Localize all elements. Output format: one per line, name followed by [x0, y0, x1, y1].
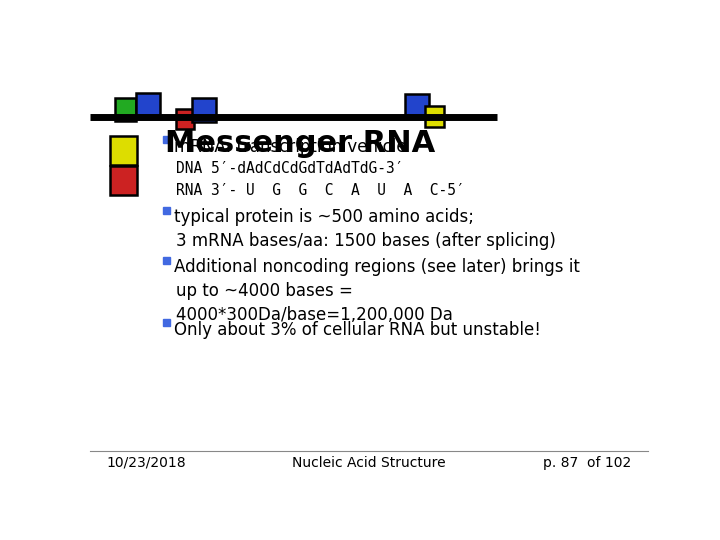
Bar [109, 136, 138, 165]
Text: Messenger RNA: Messenger RNA [166, 129, 436, 158]
Text: RNA 3′- U  G  G  C  A  U  A  C-5′: RNA 3′- U G G C A U A C-5′ [176, 183, 465, 198]
Text: p. 87  of 102: p. 87 of 102 [543, 456, 631, 470]
Text: 4000*300Da/base=1,200,000 Da: 4000*300Da/base=1,200,000 Da [176, 306, 454, 323]
Bar [109, 166, 138, 194]
Text: typical protein is ~500 amino acids;: typical protein is ~500 amino acids; [174, 208, 474, 226]
Text: Only about 3% of cellular RNA but unstable!: Only about 3% of cellular RNA but unstab… [174, 321, 541, 339]
Bar [163, 319, 170, 326]
Bar [176, 109, 194, 129]
Text: mRNA: transcription vehicle: mRNA: transcription vehicle [174, 138, 406, 156]
Text: 10/23/2018: 10/23/2018 [107, 456, 186, 470]
Bar [163, 207, 170, 214]
Text: Nucleic Acid Structure: Nucleic Acid Structure [292, 456, 446, 470]
Bar [163, 256, 170, 264]
Text: Additional noncoding regions (see later) brings it: Additional noncoding regions (see later)… [174, 258, 580, 276]
Bar [136, 93, 160, 117]
Bar [115, 98, 136, 121]
Text: up to ~4000 bases =: up to ~4000 bases = [176, 282, 354, 300]
Text: DNA 5′-dAdCdCdGdTdAdTdG-3′: DNA 5′-dAdCdCdGdTdAdTdG-3′ [176, 161, 404, 176]
Bar [192, 98, 215, 122]
Bar [425, 106, 444, 127]
Bar [405, 94, 428, 118]
Text: 3 mRNA bases/aa: 1500 bases (after splicing): 3 mRNA bases/aa: 1500 bases (after splic… [176, 232, 557, 250]
Bar [163, 136, 170, 143]
